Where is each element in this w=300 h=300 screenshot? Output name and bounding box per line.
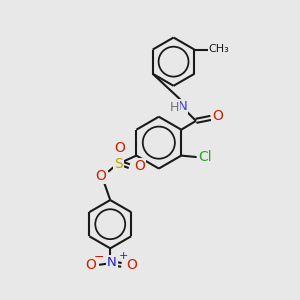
Text: S: S	[114, 157, 122, 171]
Text: H: H	[170, 101, 179, 114]
Text: O: O	[115, 141, 125, 154]
Text: −: −	[94, 251, 104, 264]
Text: CH₃: CH₃	[208, 44, 229, 54]
Text: N: N	[178, 100, 187, 112]
Text: O: O	[96, 169, 106, 183]
Text: O: O	[134, 159, 145, 173]
Text: O: O	[212, 109, 223, 123]
Text: N: N	[107, 256, 117, 269]
Text: O: O	[127, 258, 137, 272]
Text: Cl: Cl	[199, 150, 212, 164]
Text: O: O	[85, 258, 96, 272]
Text: +: +	[118, 251, 128, 261]
